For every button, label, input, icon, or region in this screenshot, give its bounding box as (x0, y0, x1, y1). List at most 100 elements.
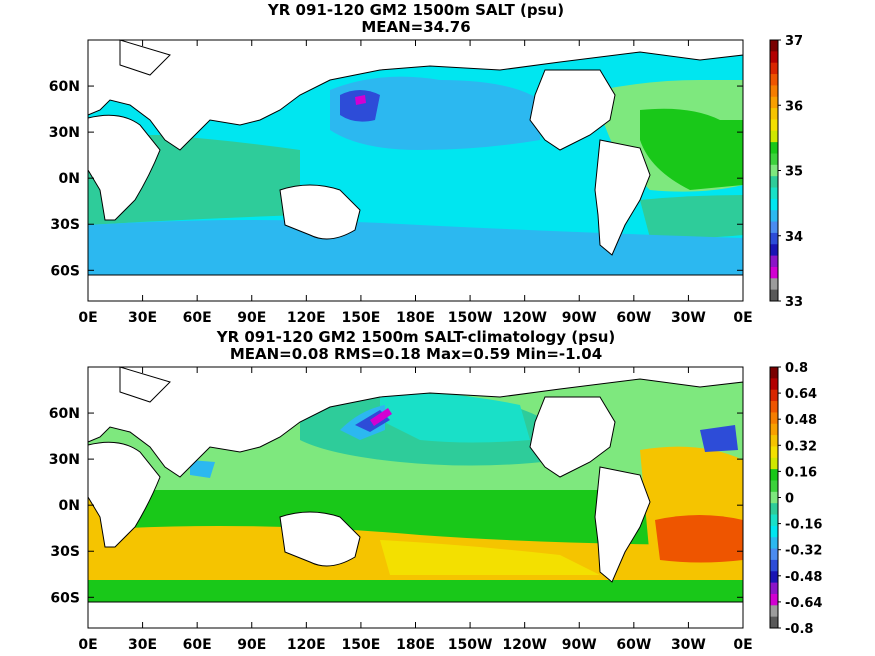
panel2-colorbar-label: -0.32 (785, 544, 822, 559)
panel1-x-tick-label: 180E (396, 310, 435, 326)
panel2-x-tick-label: 150E (342, 637, 381, 653)
panel2-x-tick-label: 0E (733, 637, 752, 653)
panel2-satl-max-region (655, 515, 743, 563)
panel1-colorbar: 37 36 35 34 33 (769, 34, 803, 310)
panel2-x-tick-label: 180E (396, 637, 435, 653)
panel2-colorbar-label: -0.48 (785, 570, 822, 585)
panel1-colorbar-segment (770, 187, 778, 200)
panel2-colorbar-segment (770, 469, 778, 481)
panel1-colorbar-segment (770, 51, 778, 64)
panel2-land (87, 366, 744, 629)
panel1-land (87, 39, 744, 302)
panel1-colorbar-label: 37 (785, 34, 803, 49)
panel2-colorbar-label: -0.8 (785, 622, 813, 637)
panel1-npac-min-region (340, 90, 380, 122)
panel2-colorbar-segment (770, 559, 778, 572)
panel2-colorbar-segment (770, 401, 778, 413)
panel2-south-yellow-region (380, 540, 600, 575)
panel1-colorbar-segment (770, 164, 778, 177)
panel2-colorbar-segment (770, 593, 778, 606)
panel2-colorbar-label: 0.8 (785, 361, 808, 376)
panel1-satl-region (640, 195, 743, 239)
panel2-x-tick-label: 120W (502, 637, 547, 653)
panel2-colorbar-segment (770, 446, 778, 459)
panel2-y-axis: 60N 30N 0N 30S 60S (49, 406, 743, 606)
panel2-y-tick-label: 60N (49, 406, 80, 422)
panel1-colorbar-segment (770, 278, 778, 291)
panel1-colorbar-segment (770, 244, 778, 257)
panel1-colorbar-segment (770, 266, 778, 279)
panel2-colorbar-segment (770, 457, 778, 470)
panel1-colorbar-segment (770, 40, 778, 52)
panel1-colorbar-label: 35 (785, 165, 803, 180)
panel1-colorbar-label: 33 (785, 295, 803, 310)
panel2-colorbar-segment (770, 616, 778, 629)
panel2-colorbar-label: -0.16 (785, 518, 822, 533)
panel2-x-tick-label: 30E (128, 637, 157, 653)
panel1-x-tick-label: 30E (128, 310, 157, 326)
panel2-colorbar-segment (770, 582, 778, 595)
panel1-colorbar-segment (770, 85, 778, 98)
panel2-colorbar: 0.8 0.64 0.48 0.32 0.16 0 -0.16 -0.32 -0.48 -0.64… (769, 361, 822, 637)
panel2-colorbar-label: 0.16 (785, 465, 817, 480)
panel1-title: YR 091-120 GM2 1500m SALT (psu) (267, 1, 564, 19)
panel2-colorbar-segment (770, 412, 778, 425)
panel2-x-tick-label: 60W (616, 637, 651, 653)
panel1-x-tick-label: 60W (616, 310, 651, 326)
panel2-x-tick-label: 0E (78, 637, 97, 653)
panel2-colorbar-segment (770, 491, 778, 504)
panel2-x-tick-label: 150W (448, 637, 493, 653)
panel2-x-axis: 0E 30E 60E 90E 120E 150E 180E 150W 120W 90W 60W 30W… (78, 367, 753, 653)
panel2-x-tick-label: 120E (287, 637, 326, 653)
panel1-colorbar-segment (770, 130, 778, 143)
panel2-colorbar-label: 0.48 (785, 413, 817, 428)
panel2-subtitle: MEAN=0.08 RMS=0.18 Max=0.59 Min=-1.04 (230, 345, 602, 363)
panel1-colorbar-segment (770, 142, 778, 154)
panel2-natl-min-region (700, 425, 738, 452)
panel1-x-tick-label: 150E (342, 310, 381, 326)
panel2-colorbar-label: 0.32 (785, 439, 817, 454)
panel2-npac-extreme-region (370, 408, 392, 426)
panel1-colorbar-segment (770, 255, 778, 268)
panel1-y-axis: 60N 30N 0N 30S 60S (49, 79, 743, 279)
panel2-colorbar-segment (770, 514, 778, 527)
panel2-colorbar-segment (770, 367, 778, 379)
panel1-colorbar-segment (770, 176, 778, 189)
panel1-colorbar-segment (770, 232, 778, 245)
panel2-x-tick-label: 60E (183, 637, 212, 653)
panel1-x-tick-label: 60E (183, 310, 212, 326)
panel1-colorbar-segment (770, 74, 778, 86)
panel1-colorbar-label: 36 (785, 99, 803, 114)
panel2-colorbar-segment (770, 537, 778, 550)
panel2-y-tick-label: 30S (50, 544, 80, 560)
panel1-y-tick-label: 30S (50, 217, 80, 233)
panel1-colorbar-segment (770, 198, 778, 211)
panel2-map (87, 366, 744, 629)
panel2-npac-mid-region (380, 393, 530, 443)
panel1-southern-region (88, 220, 743, 275)
panel1-x-tick-label: 0E (78, 310, 97, 326)
panel1-colorbar-segment (770, 62, 778, 75)
panel1-x-tick-label: 30W (671, 310, 706, 326)
panel1-map (87, 39, 744, 302)
panel1-colorbar-segment (770, 96, 778, 109)
panel2-colorbar-segment (770, 548, 778, 561)
panel1-x-tick-label: 120W (502, 310, 547, 326)
panel1-x-axis: 0E 30E 60E 90E 120E 150E 180E 150W 120W 90W 60W 30W… (78, 40, 753, 326)
panel1-y-tick-label: 0N (59, 171, 80, 187)
panel1-npac-extreme-region (355, 95, 366, 105)
panel2-y-tick-label: 30N (49, 452, 80, 468)
panel1-colorbar-segment (770, 153, 778, 166)
panel2-colorbar-label: 0 (785, 492, 794, 507)
panel1-atl-max-region (640, 108, 743, 190)
panel2-southern-ocean-region (88, 580, 743, 602)
panel2-colorbar-segment (770, 480, 778, 493)
panel1-colorbar-segment (770, 108, 778, 120)
panel1-y-tick-label: 60N (49, 79, 80, 95)
panel1-x-tick-label: 90E (237, 310, 266, 326)
panel2-colorbar-segment (770, 605, 778, 618)
panel1-colorbar-label: 34 (785, 230, 803, 245)
panel1-x-tick-label: 150W (448, 310, 493, 326)
panel2-colorbar-segment (770, 525, 778, 538)
